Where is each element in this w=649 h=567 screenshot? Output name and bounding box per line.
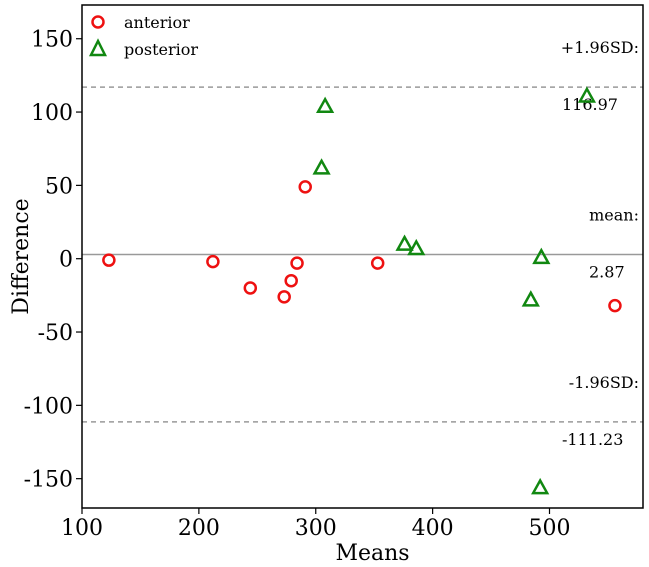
legend-label-anterior: anterior xyxy=(124,13,190,32)
legend-marker-posterior xyxy=(88,38,108,57)
y-tick-label: -150 xyxy=(24,468,73,493)
point-anterior-7 xyxy=(370,256,385,270)
point-anterior-5 xyxy=(290,256,304,270)
point-anterior-8 xyxy=(608,298,622,313)
point-anterior-3 xyxy=(277,290,291,304)
y-tick-label: 0 xyxy=(59,248,73,273)
legend-label-posterior: posterior xyxy=(124,40,198,59)
point-posterior-5 xyxy=(531,477,550,495)
x-axis-ticks: 100 200 300 400 500 xyxy=(61,508,571,541)
y-axis-ticks: 150 100 50 0 -50 -100 -150 xyxy=(24,28,82,493)
ref-label-upper: +1.96SD: xyxy=(561,38,639,57)
point-anterior-4 xyxy=(284,273,298,288)
point-posterior-2 xyxy=(395,234,414,251)
point-anterior-2 xyxy=(243,281,258,295)
y-tick-label: 150 xyxy=(31,28,73,53)
point-posterior-1 xyxy=(315,96,335,114)
reference-lines: +1.96SD: 116.97 mean: 2.87 -1.96SD: -111.23 xyxy=(82,38,643,449)
x-tick-label: 400 xyxy=(412,516,454,541)
point-posterior-3 xyxy=(407,238,426,256)
y-tick-label: 50 xyxy=(45,174,73,199)
point-anterior-0 xyxy=(102,253,116,267)
y-tick-label: -50 xyxy=(38,321,73,346)
ref-value-lower: -111.23 xyxy=(562,430,623,449)
x-tick-label: 100 xyxy=(61,516,103,541)
legend: anterior posterior xyxy=(88,13,198,59)
legend-marker-anterior xyxy=(91,15,105,29)
y-axis-title: Difference xyxy=(9,198,34,314)
point-posterior-7 xyxy=(577,86,597,103)
plot-frame xyxy=(81,4,644,509)
data-points xyxy=(102,86,622,495)
point-anterior-6 xyxy=(298,180,312,194)
point-anterior-1 xyxy=(206,254,220,269)
point-posterior-6 xyxy=(532,247,551,265)
point-posterior-0 xyxy=(312,158,331,175)
x-axis-title: Means xyxy=(335,541,409,566)
ref-value-mean: 2.87 xyxy=(589,262,625,281)
y-tick-label: -100 xyxy=(24,394,73,419)
x-tick-label: 300 xyxy=(295,516,337,541)
y-tick-label: 100 xyxy=(31,101,73,126)
x-tick-label: 200 xyxy=(178,516,220,541)
point-posterior-4 xyxy=(521,290,540,307)
ref-label-mean: mean: xyxy=(589,205,639,224)
ref-value-upper: 116.97 xyxy=(562,95,618,114)
ref-label-lower: -1.96SD: xyxy=(569,373,639,392)
x-tick-label: 500 xyxy=(529,516,571,541)
